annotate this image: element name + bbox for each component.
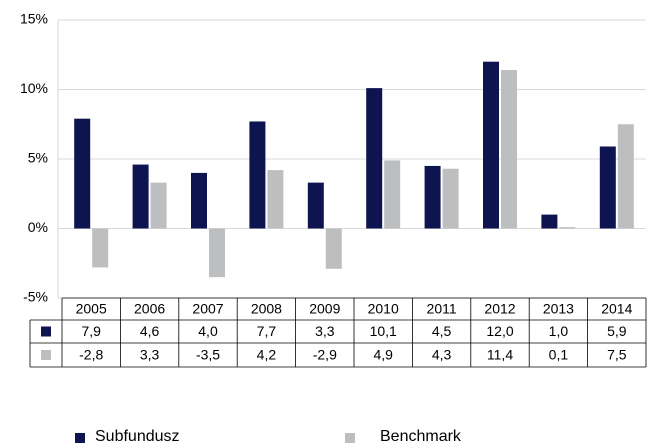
x-tick-label: 2011	[427, 301, 457, 317]
bar	[599, 146, 616, 229]
x-tick-label: 2008	[251, 301, 282, 317]
bar	[325, 228, 342, 269]
table-value: 7,9	[81, 323, 101, 339]
bar	[132, 164, 149, 229]
x-tick-label: 2006	[134, 301, 165, 317]
table-value: 4,9	[373, 347, 393, 363]
table-value: 7,5	[607, 347, 627, 363]
x-tick-label: 2012	[484, 301, 515, 317]
bar	[209, 228, 225, 278]
bar	[74, 118, 91, 229]
legend-label: Benchmark	[380, 428, 462, 445]
x-tick-label: 2013	[543, 301, 574, 317]
y-tick-label: 10%	[20, 80, 48, 96]
y-tick-label: 5%	[28, 150, 48, 166]
bar	[384, 160, 401, 229]
table-swatch	[41, 350, 51, 360]
y-tick-label: -5%	[23, 289, 48, 305]
x-tick-label: 2010	[368, 301, 399, 317]
table-value: 4,6	[140, 323, 160, 339]
table-value: 0,1	[549, 347, 569, 363]
bar	[267, 170, 284, 229]
table-value: 4,3	[432, 347, 452, 363]
bar	[483, 61, 499, 229]
table-value: 12,0	[486, 323, 513, 339]
x-tick-label: 2005	[76, 301, 107, 317]
table-value: 11,4	[487, 347, 513, 363]
x-tick-label: 2009	[309, 301, 340, 317]
bar	[307, 182, 324, 229]
table-value: 4,5	[432, 323, 452, 339]
x-tick-label: 2014	[601, 301, 632, 317]
bar	[501, 70, 517, 229]
bar	[541, 214, 558, 229]
table-value: 3,3	[140, 347, 160, 363]
bar	[92, 228, 109, 268]
table-value: 7,7	[257, 323, 277, 339]
table-value: 1,0	[549, 323, 569, 339]
bar	[191, 172, 207, 229]
table-value: 4,2	[257, 347, 277, 363]
y-tick-label: 15%	[20, 11, 48, 27]
bar	[150, 182, 167, 229]
table-swatch	[41, 326, 51, 337]
bar	[366, 88, 383, 229]
x-tick-label: 2007	[192, 301, 223, 317]
table-value: 10,1	[370, 323, 397, 339]
legend-swatch	[345, 433, 355, 443]
table-value: -2,8	[79, 347, 103, 363]
table-value: -3,5	[196, 347, 220, 363]
table-value: 5,9	[607, 323, 627, 339]
y-tick-label: 0%	[28, 219, 48, 235]
table-value: -2,9	[313, 347, 337, 363]
bar	[559, 227, 576, 229]
legend-swatch	[75, 433, 85, 443]
bar	[617, 124, 634, 229]
bar	[442, 168, 459, 229]
table-value: 4,0	[198, 323, 218, 339]
table-value: 3,3	[315, 323, 335, 339]
bar	[424, 165, 441, 229]
bar	[249, 121, 266, 229]
legend-label: Subfundusz	[95, 428, 180, 445]
